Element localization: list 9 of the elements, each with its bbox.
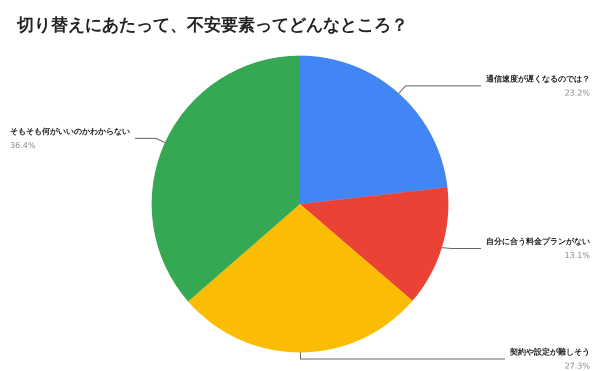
slice-label: 通信速度が遅くなるのでは？ (485, 73, 590, 84)
slice-label: 契約や設定が難しそう (509, 346, 590, 356)
slice-label: 自分に合う料金プランがない (486, 237, 590, 246)
data-label: 23.2% (564, 88, 590, 98)
chart-title: 切り替えにあたって、不安要素ってどんなところ？ (16, 16, 408, 36)
slice-label: そもそも何がいいのかわからない (10, 126, 130, 136)
data-label: 13.1% (564, 251, 590, 260)
data-label: 36.4% (10, 140, 36, 150)
data-label: 27.3% (564, 362, 590, 370)
